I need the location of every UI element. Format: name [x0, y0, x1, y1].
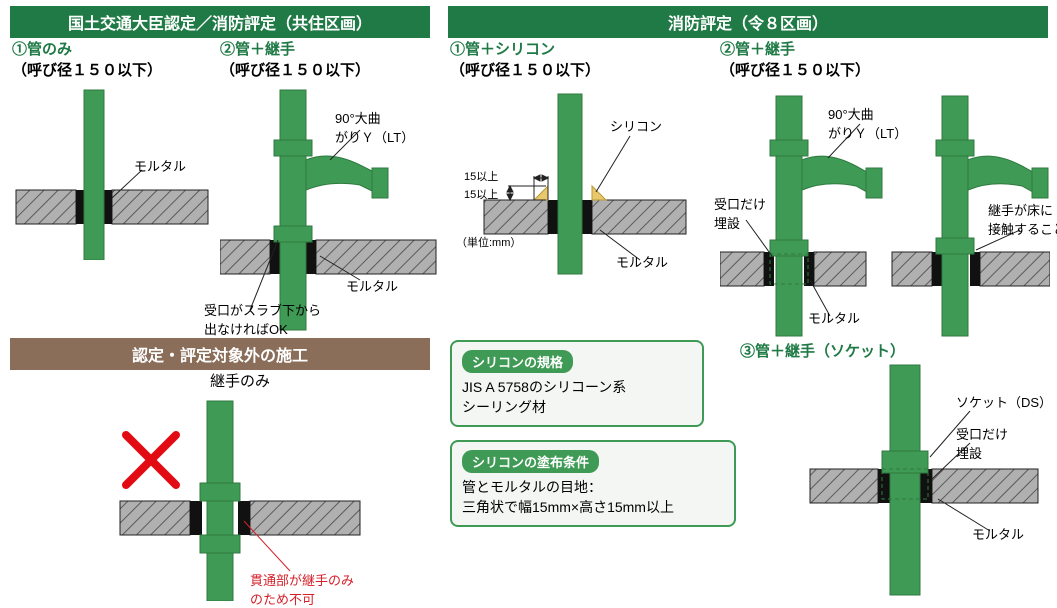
info-box2-body: 管とモルタルの目地： 三角状で幅15mm×高さ15mm以上 [462, 477, 724, 517]
info-box-silicone-spec: シリコンの規格 JIS A 5758のシリコーン系 シーリング材 [450, 340, 704, 427]
excluded-title: 継手のみ [110, 370, 370, 391]
right-case1-sub: （呼び径１５０以下） [450, 59, 690, 80]
right-case3-mortar-label: モルタル [972, 524, 1024, 543]
right-case1-dim-upper: 15以上 [464, 168, 498, 184]
excluded-case: 継手のみ 貫通部が継手のみ のため不可 [110, 370, 370, 604]
right-case1-dim-lower: 15以上 [464, 186, 498, 202]
left-case1-title: ①管のみ [12, 38, 212, 59]
excluded-header: 認定・評定対象外の施工 [10, 338, 430, 370]
right-case3-title: ③管＋継手（ソケット） [740, 340, 1050, 361]
left-case2: ②管＋継手 （呼び径１５０以下） 90°大曲 がりＹ（LT） モルタル 受口がス… [220, 38, 440, 343]
right-case2-sub: （呼び径１５０以下） [720, 59, 1050, 80]
info-box1-pill: シリコンの規格 [462, 350, 573, 373]
right-case1-silicone-label: シリコン [610, 116, 662, 135]
left-case2-socket-note: 受口がスラブ下から 出なければOK [204, 300, 321, 338]
right-header-panel: 消防評定（令８区画） [448, 6, 1048, 38]
left-case2-title: ②管＋継手 [220, 38, 440, 59]
left-case1-mortar-label: モルタル [134, 156, 186, 175]
left-case1-sub: （呼び径１５０以下） [12, 59, 212, 80]
right-header: 消防評定（令８区画） [448, 6, 1048, 38]
right-case1-mortar-label: モルタル [616, 252, 668, 271]
right-case3-socket-only: 受口だけ 埋設 [956, 424, 1008, 462]
left-header-panel: 国土交通大臣認定／消防評定（共住区画） [10, 6, 430, 38]
left-case2-sub: （呼び径１５０以下） [220, 59, 440, 80]
right-case2-bend-label: 90°大曲 がりＹ（LT） [828, 104, 907, 142]
right-case3-socket-ds: ソケット（DS） [956, 392, 1052, 411]
info-box1-body: JIS A 5758のシリコーン系 シーリング材 [462, 377, 692, 417]
right-case2: ②管＋継手 （呼び径１５０以下） [720, 38, 1050, 343]
right-case1: ①管＋シリコン （呼び径１５０以下） [450, 38, 690, 283]
excluded-header-panel: 認定・評定対象外の施工 [10, 338, 430, 370]
info-box2-pill: シリコンの塗布条件 [462, 450, 599, 473]
info-box-silicone-cond: シリコンの塗布条件 管とモルタルの目地： 三角状で幅15mm×高さ15mm以上 [450, 440, 736, 527]
right-case1-title: ①管＋シリコン [450, 38, 690, 59]
left-case2-mortar-label: モルタル [346, 276, 398, 295]
right-case2-socket-only: 受口だけ 埋設 [714, 194, 766, 232]
right-case2-joint-touch: 継手が床に 接触すること [988, 200, 1057, 238]
right-case1-unit: （単位:mm） [456, 234, 521, 250]
left-case2-bend-label: 90°大曲 がりＹ（LT） [335, 108, 414, 146]
right-case3: ③管＋継手（ソケット） ソケット（DS） 受口だけ 埋設 モルタル [740, 340, 1050, 604]
left-header: 国土交通大臣認定／消防評定（共住区画） [10, 6, 430, 38]
right-case2-mortar-label: モルタル [808, 308, 860, 327]
left-case1: ①管のみ （呼び径１５０以下） モルタル [12, 38, 212, 263]
excluded-note: 貫通部が継手のみ のため不可 [250, 570, 354, 608]
right-case2-title: ②管＋継手 [720, 38, 1050, 59]
